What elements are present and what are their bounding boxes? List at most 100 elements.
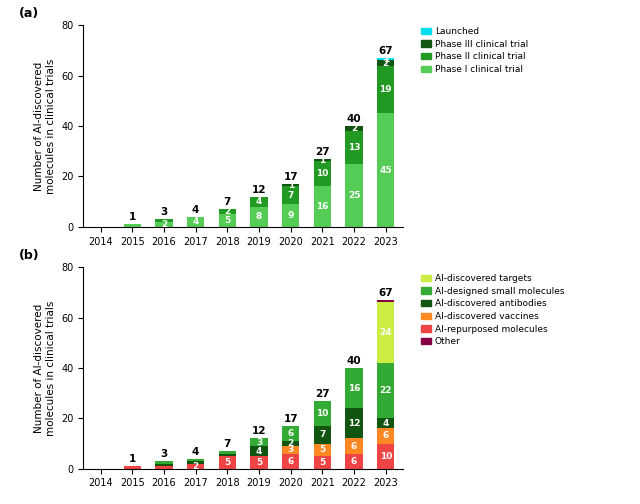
Text: 17: 17	[284, 172, 298, 182]
Bar	[346, 368, 363, 408]
Bar	[282, 204, 300, 227]
Bar	[250, 207, 268, 227]
Text: 5: 5	[224, 216, 230, 225]
Bar	[156, 464, 173, 466]
Bar	[377, 58, 394, 60]
Text: 7: 7	[223, 197, 231, 207]
Bar	[250, 438, 268, 446]
Text: 2: 2	[193, 462, 199, 471]
Bar	[377, 60, 394, 66]
Bar	[187, 459, 204, 461]
Text: (a): (a)	[19, 7, 40, 20]
Text: 8: 8	[256, 212, 262, 221]
Y-axis label: Number of AI-discovered
molecules in clinical trials: Number of AI-discovered molecules in cli…	[34, 58, 56, 194]
Text: 17: 17	[284, 414, 298, 424]
Text: 40: 40	[347, 356, 362, 366]
Bar	[219, 209, 236, 214]
Bar	[377, 444, 394, 469]
Text: 13: 13	[348, 143, 360, 152]
Bar	[219, 456, 236, 469]
Bar	[377, 113, 394, 227]
Text: 5: 5	[256, 458, 262, 467]
Text: 1: 1	[129, 454, 136, 464]
Bar	[314, 401, 331, 426]
Text: 3: 3	[161, 207, 168, 217]
Bar	[282, 184, 300, 186]
Text: 40: 40	[347, 114, 362, 124]
Text: 2: 2	[351, 124, 357, 133]
Text: 67: 67	[378, 46, 393, 56]
Bar	[124, 224, 141, 227]
Text: 2: 2	[161, 220, 167, 229]
Bar	[156, 219, 173, 222]
Bar	[124, 466, 141, 469]
Text: 7: 7	[319, 430, 326, 439]
Text: 2: 2	[224, 207, 230, 216]
Bar	[346, 164, 363, 227]
Bar	[314, 161, 331, 186]
Legend: Launched, Phase III clinical trial, Phase II clinical trial, Phase I clinical tr: Launched, Phase III clinical trial, Phas…	[420, 27, 528, 74]
Bar	[187, 461, 204, 464]
Bar	[250, 456, 268, 469]
Text: 3: 3	[161, 449, 168, 459]
Legend: AI-discovered targets, AI-designed small molecules, AI-discovered antibodies, AI: AI-discovered targets, AI-designed small…	[420, 274, 564, 346]
Text: 22: 22	[380, 386, 392, 395]
Text: 24: 24	[380, 328, 392, 337]
Text: 2: 2	[287, 439, 294, 448]
Text: 10: 10	[380, 452, 392, 461]
Bar	[282, 426, 300, 441]
Bar	[156, 466, 173, 469]
Bar	[377, 418, 394, 428]
Bar	[346, 126, 363, 131]
Text: 25: 25	[348, 191, 360, 200]
Text: 4: 4	[256, 197, 262, 206]
Text: 12: 12	[252, 184, 266, 195]
Bar	[187, 464, 204, 469]
Bar	[219, 214, 236, 227]
Bar	[250, 197, 268, 207]
Text: 3: 3	[287, 446, 294, 454]
Bar	[219, 451, 236, 454]
Text: 9: 9	[287, 211, 294, 220]
Text: 5: 5	[224, 458, 230, 467]
Bar	[250, 446, 268, 456]
Text: 6: 6	[351, 457, 357, 466]
Text: 27: 27	[315, 389, 330, 399]
Text: 4: 4	[193, 217, 199, 226]
Text: 7: 7	[287, 191, 294, 200]
Text: 1: 1	[287, 181, 294, 190]
Text: 5: 5	[319, 446, 326, 454]
Bar	[282, 454, 300, 469]
Text: 10: 10	[316, 169, 328, 178]
Text: 6: 6	[351, 442, 357, 451]
Bar	[156, 461, 173, 464]
Bar	[282, 446, 300, 454]
Text: 12: 12	[348, 419, 360, 428]
Text: 6: 6	[383, 431, 389, 440]
Text: 6: 6	[287, 429, 294, 438]
Text: 1: 1	[319, 156, 326, 164]
Y-axis label: Number of AI-discovered
molecules in clinical trials: Number of AI-discovered molecules in cli…	[34, 300, 56, 435]
Bar	[346, 454, 363, 469]
Bar	[282, 441, 300, 446]
Bar	[377, 428, 394, 444]
Text: 5: 5	[319, 458, 326, 467]
Text: (b): (b)	[19, 249, 40, 262]
Bar	[187, 217, 204, 227]
Bar	[346, 408, 363, 438]
Text: 4: 4	[256, 447, 262, 456]
Bar	[314, 186, 331, 227]
Bar	[314, 444, 331, 456]
Bar	[314, 456, 331, 469]
Text: 1: 1	[129, 212, 136, 222]
Text: 45: 45	[380, 166, 392, 174]
Bar	[346, 438, 363, 454]
Text: 4: 4	[383, 419, 389, 428]
Bar	[346, 131, 363, 164]
Bar	[314, 159, 331, 161]
Text: 3: 3	[256, 438, 262, 447]
Bar	[282, 186, 300, 204]
Text: 27: 27	[315, 147, 330, 157]
Text: 1: 1	[383, 55, 389, 64]
Text: 67: 67	[378, 288, 393, 298]
